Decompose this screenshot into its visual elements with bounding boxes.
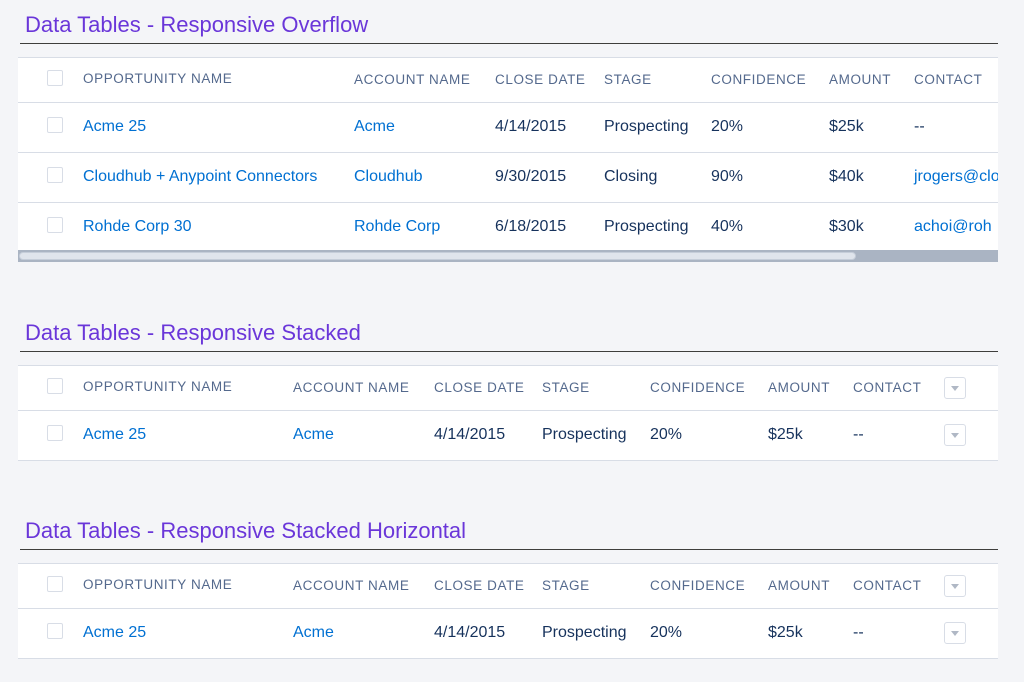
contact-value: -- [853, 624, 864, 641]
contact-email-link[interactable]: achoi@roh [914, 218, 992, 235]
row-checkbox[interactable] [47, 117, 63, 133]
account-link[interactable]: Cloudhub [354, 168, 423, 185]
confidence-value: 40% [711, 218, 744, 235]
section-title-stacked: Data Tables - Responsive Stacked [25, 320, 361, 345]
stage-value: Prospecting [604, 118, 689, 135]
header-opportunity-name[interactable]: OPPORTUNITY NAME [83, 577, 233, 592]
header-amount[interactable]: AMOUNT [768, 578, 831, 593]
row-checkbox[interactable] [47, 217, 63, 233]
header-contact[interactable]: CONTACT [853, 380, 922, 395]
close-date-value: 4/14/2015 [434, 426, 506, 443]
stage-value: Prospecting [542, 426, 627, 443]
data-table-overflow: OPPORTUNITY NAME ACCOUNT NAME CLOSE DATE… [18, 57, 998, 252]
account-link[interactable]: Acme [354, 118, 395, 135]
confidence-value: 20% [711, 118, 744, 135]
section-title-overflow: Data Tables - Responsive Overflow [25, 12, 369, 37]
data-table-stacked-horizontal: OPPORTUNITY NAME ACCOUNT NAME CLOSE DATE… [18, 563, 998, 659]
opportunity-link[interactable]: Rohde Corp 30 [83, 218, 192, 235]
section-divider [20, 43, 998, 44]
header-close-date[interactable]: CLOSE DATE [434, 578, 525, 593]
chevron-down-icon[interactable] [944, 377, 966, 399]
confidence-value: 20% [650, 426, 683, 443]
header-account-name[interactable]: ACCOUNT NAME [293, 578, 410, 593]
header-contact[interactable]: CONTACT [914, 72, 983, 87]
section-divider [20, 549, 998, 550]
stage-value: Prospecting [604, 218, 689, 235]
close-date-value: 6/18/2015 [495, 218, 567, 235]
amount-value: $25k [768, 624, 803, 641]
header-confidence[interactable]: CONFIDENCE [650, 380, 746, 395]
header-close-date[interactable]: CLOSE DATE [434, 380, 525, 395]
section-title-stacked-horizontal: Data Tables - Responsive Stacked Horizon… [25, 518, 467, 543]
header-confidence[interactable]: CONFIDENCE [650, 578, 746, 593]
chevron-down-icon[interactable] [944, 424, 966, 446]
account-link[interactable]: Acme [293, 624, 334, 641]
chevron-down-icon[interactable] [944, 622, 966, 644]
table-row: Rohde Corp 30 Rohde Corp 6/18/2015 Prosp… [18, 203, 998, 251]
header-confidence[interactable]: CONFIDENCE [711, 72, 807, 87]
row-checkbox[interactable] [47, 425, 63, 441]
table-row: Cloudhub + Anypoint Connectors Cloudhub … [18, 153, 998, 203]
row-checkbox[interactable] [47, 623, 63, 639]
select-all-checkbox[interactable] [47, 576, 63, 592]
amount-value: $30k [829, 218, 864, 235]
header-stage[interactable]: STAGE [604, 72, 652, 87]
confidence-value: 90% [711, 168, 744, 185]
header-opportunity-name[interactable]: OPPORTUNITY NAME [83, 379, 233, 394]
table-row: Acme 25 Acme 4/14/2015 Prospecting 20% $… [18, 103, 998, 153]
contact-value: -- [914, 118, 925, 135]
confidence-value: 20% [650, 624, 683, 641]
close-date-value: 4/14/2015 [495, 118, 567, 135]
amount-value: $25k [829, 118, 864, 135]
select-all-checkbox[interactable] [47, 70, 63, 86]
header-amount[interactable]: AMOUNT [768, 380, 831, 395]
stage-value: Closing [604, 168, 658, 185]
header-account-name[interactable]: ACCOUNT NAME [293, 380, 410, 395]
data-table-stacked: OPPORTUNITY NAME ACCOUNT NAME CLOSE DATE… [18, 365, 998, 461]
header-amount[interactable]: AMOUNT [829, 72, 892, 87]
contact-email-link[interactable]: jrogers@clo [914, 168, 998, 185]
header-opportunity-name[interactable]: OPPORTUNITY NAME [83, 71, 233, 86]
header-account-name[interactable]: ACCOUNT NAME [354, 72, 471, 87]
stage-value: Prospecting [542, 624, 627, 641]
row-checkbox[interactable] [47, 167, 63, 183]
opportunity-link[interactable]: Acme 25 [83, 118, 147, 135]
close-date-value: 9/30/2015 [495, 168, 567, 185]
opportunity-link[interactable]: Cloudhub + Anypoint Connectors [83, 168, 318, 185]
table-header-row: OPPORTUNITY NAME ACCOUNT NAME CLOSE DATE… [18, 58, 998, 103]
table-row: Acme 25 Acme 4/14/2015 Prospecting 20% $… [18, 609, 998, 658]
close-date-value: 4/14/2015 [434, 624, 506, 641]
table-header-row: OPPORTUNITY NAME ACCOUNT NAME CLOSE DATE… [18, 564, 998, 609]
header-contact[interactable]: CONTACT [853, 578, 922, 593]
table-header-row: OPPORTUNITY NAME ACCOUNT NAME CLOSE DATE… [18, 366, 998, 411]
amount-value: $40k [829, 168, 864, 185]
scrollbar-thumb[interactable] [19, 252, 856, 260]
select-all-checkbox[interactable] [47, 378, 63, 394]
opportunity-link[interactable]: Acme 25 [83, 624, 147, 641]
header-stage[interactable]: STAGE [542, 380, 590, 395]
amount-value: $25k [768, 426, 803, 443]
contact-value: -- [853, 426, 864, 443]
chevron-down-icon[interactable] [944, 575, 966, 597]
account-link[interactable]: Rohde Corp [354, 218, 441, 235]
horizontal-scrollbar[interactable] [18, 250, 998, 262]
header-stage[interactable]: STAGE [542, 578, 590, 593]
opportunity-link[interactable]: Acme 25 [83, 426, 147, 443]
account-link[interactable]: Acme [293, 426, 334, 443]
section-divider [20, 351, 998, 352]
header-close-date[interactable]: CLOSE DATE [495, 72, 586, 87]
table-row: Acme 25 Acme 4/14/2015 Prospecting 20% $… [18, 411, 998, 460]
